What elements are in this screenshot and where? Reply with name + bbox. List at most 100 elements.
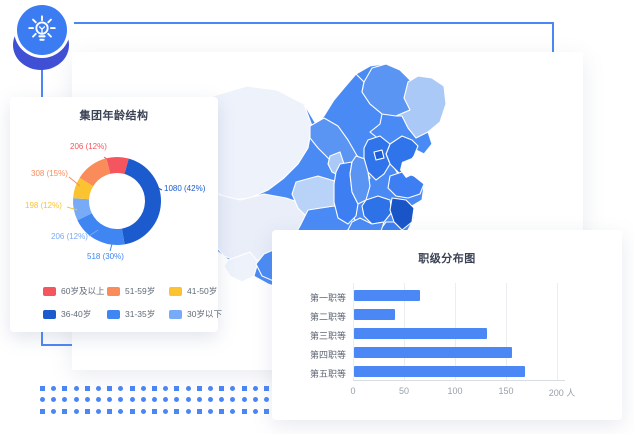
bar-category-label: 第五职等 (309, 369, 346, 379)
dot (208, 397, 213, 403)
dot (140, 386, 146, 391)
legend-item-31-35[interactable]: 31-35岁 (107, 308, 169, 320)
connector-line-badge (41, 68, 43, 98)
bohai-bay (400, 158, 418, 178)
dot (241, 408, 247, 414)
bar-grade-5[interactable] (354, 366, 526, 377)
donut-slice-1[interactable] (79, 158, 111, 187)
legend-item-under30[interactable]: 30岁以下 (169, 308, 231, 320)
dot (264, 397, 269, 403)
dot (40, 386, 45, 391)
bar-plot-area: 第一职等 第二职等 第三职等 第四职等 第五职等 0 50 100 150 20… (272, 230, 622, 420)
donut-label-under30: 206 (12%) (51, 232, 88, 241)
age-structure-card: 集团年龄结构 206 (12%) 308 (15%) 198 (12%) 108… (10, 97, 222, 332)
province-yunnan (223, 251, 259, 283)
badge-circle (17, 5, 67, 55)
dot (96, 397, 101, 403)
dot (62, 386, 68, 391)
donut-slice-5[interactable] (73, 198, 93, 221)
callout-line (153, 185, 163, 191)
dot (118, 386, 124, 391)
province-jilin (395, 75, 447, 139)
dot (185, 386, 191, 391)
bar-category-label: 第三职等 (309, 331, 346, 341)
legend-item-60plus[interactable]: 60岁及以上 (43, 285, 107, 297)
dot (107, 408, 113, 414)
connector-bracket-horizontal (41, 344, 75, 346)
dot (208, 386, 213, 391)
dot (208, 408, 213, 414)
dot (230, 408, 236, 414)
bar-category-label: 第四职等 (309, 350, 346, 360)
dot (196, 408, 202, 414)
callout-line (88, 229, 99, 237)
gridline (557, 283, 558, 380)
x-tick: 150 (498, 386, 514, 396)
donut-slice-3[interactable] (121, 158, 161, 245)
dot (219, 397, 225, 403)
dot (152, 386, 157, 391)
legend-label: 30岁以下 (187, 309, 222, 319)
x-tick: 100 (447, 386, 463, 396)
legend-swatch (169, 286, 182, 296)
donut-slice-4[interactable] (77, 212, 125, 245)
dot (252, 397, 258, 403)
donut-label-51-59: 308 (15%) (31, 169, 68, 178)
dot (264, 386, 269, 391)
dot (84, 386, 90, 391)
dot (40, 397, 45, 403)
donut-chart (66, 156, 163, 252)
dot (152, 408, 157, 414)
dot (96, 408, 101, 414)
dot (62, 397, 68, 403)
legend-swatch (43, 286, 56, 296)
donut-slice-0[interactable] (106, 157, 129, 175)
donut-slice-2[interactable] (73, 177, 94, 200)
dot (96, 386, 101, 391)
dot (84, 397, 90, 403)
dot (174, 386, 180, 391)
legend-swatch (43, 309, 56, 319)
connector-line-top-drop (552, 22, 554, 52)
bar-grade-2[interactable] (354, 309, 395, 320)
legend-item-51-59[interactable]: 51-59岁 (107, 285, 169, 297)
legend-item-36-40[interactable]: 36-40岁 (43, 308, 107, 320)
dot (163, 386, 169, 391)
bar-grade-3[interactable] (354, 328, 487, 339)
dot (174, 397, 180, 403)
dot (174, 408, 180, 414)
x-axis-line (353, 380, 565, 381)
bar-grade-1[interactable] (354, 290, 421, 301)
dot (196, 397, 202, 403)
callout-line (109, 243, 113, 252)
bar-category-label: 第一职等 (309, 293, 346, 303)
dot (107, 397, 113, 403)
x-tick: 0 (350, 386, 356, 396)
dot (140, 408, 146, 414)
lightbulb-badge (0, 0, 80, 80)
callout-line (68, 176, 81, 187)
donut-legend: 60岁及以上 51-59岁 41-50岁 36-40岁 31-35岁 30岁以下 (43, 285, 231, 320)
legend-label: 36-40岁 (61, 309, 92, 319)
dot (230, 386, 236, 391)
legend-item-41-50[interactable]: 41-50岁 (169, 285, 231, 297)
legend-label: 41-50岁 (187, 286, 218, 296)
donut-label-60plus: 206 (12%) (70, 142, 107, 151)
gridline (506, 283, 507, 380)
x-tick: 200 人 (548, 388, 576, 398)
connector-bracket-vertical (41, 331, 43, 346)
dot (73, 397, 79, 403)
dot (51, 408, 57, 414)
dot (51, 397, 57, 403)
donut-chart-title: 集团年龄结构 (79, 110, 149, 122)
province-beijing (373, 149, 385, 161)
lightbulb-icon (28, 15, 56, 41)
bar-grade-4[interactable] (354, 347, 513, 358)
callout-line (66, 206, 78, 211)
dot (84, 408, 90, 414)
dot (62, 408, 68, 414)
dot (118, 408, 124, 414)
dot (264, 408, 269, 414)
legend-swatch (107, 309, 120, 319)
